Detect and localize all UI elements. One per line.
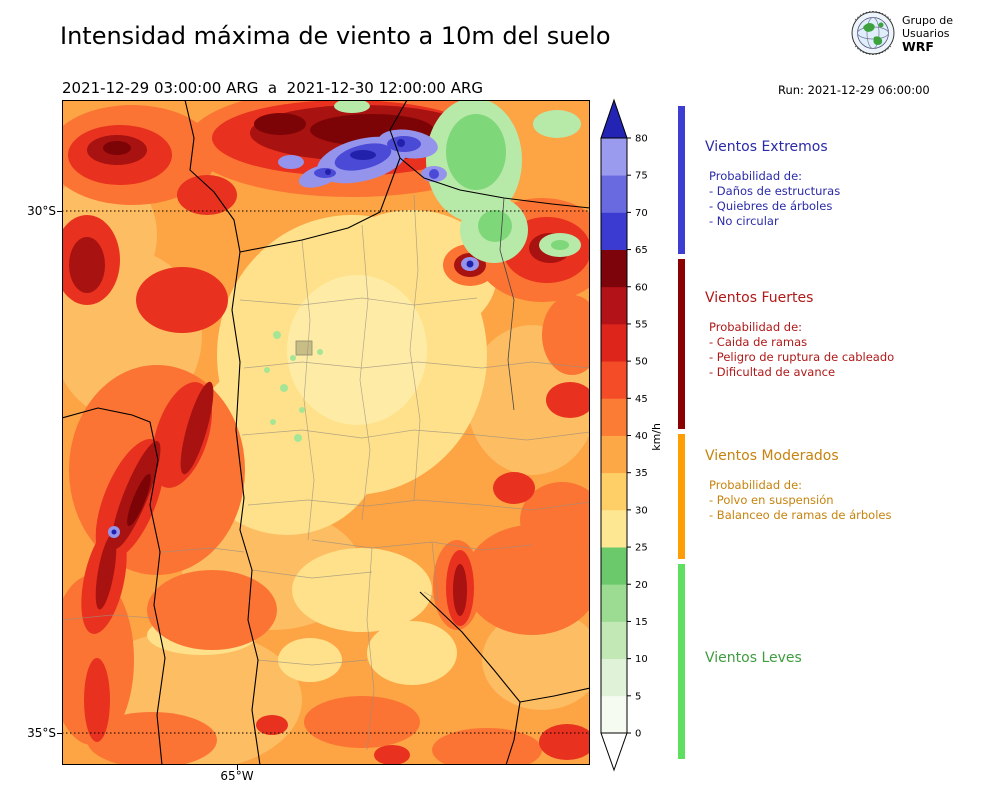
wrf-users-group-logo: Grupo de Usuarios WRF (850, 10, 953, 56)
model-run-label: Run: 2021-12-29 06:00:00 (778, 83, 930, 97)
svg-text:10: 10 (635, 654, 648, 665)
wind-intensity-map (47, 87, 610, 772)
province-border-faint (499, 197, 515, 411)
svg-text:50: 50 (635, 357, 648, 368)
svg-text:70: 70 (635, 208, 648, 219)
legend-bar-leves (678, 564, 685, 759)
colorbar-arrow-bottom (600, 732, 628, 772)
wind-field-green (446, 114, 569, 250)
logo-text-line1: Grupo de (902, 13, 953, 27)
lon-label-65w: 65°W (220, 769, 254, 783)
svg-text:35: 35 (635, 468, 648, 479)
svg-text:20: 20 (635, 580, 648, 591)
svg-text:15: 15 (635, 617, 648, 628)
colorbar-arrow-top (600, 98, 628, 139)
map-frame (47, 87, 610, 772)
legend-item: - Balanceo de ramas de árboles (709, 508, 892, 522)
axis-tick-35s (57, 733, 62, 734)
legend-item: - Peligro de ruptura de cableado (709, 350, 895, 364)
province-borders (61, 99, 591, 766)
legend-item: - No circular (709, 214, 779, 228)
urban-area-marker (295, 340, 313, 356)
svg-text:80: 80 (635, 134, 648, 145)
legend-title-fuertes: Vientos Fuertes (705, 290, 814, 306)
legend-bar-extremos (678, 106, 685, 254)
legend-item: - Quiebres de árboles (709, 199, 833, 213)
legend-title-extremos: Vientos Extremos (705, 139, 828, 155)
wind-field-extreme-core (111, 139, 474, 535)
legend-item: - Dificultad de avance (709, 365, 836, 379)
legend-title-moderados: Vientos Moderados (705, 448, 839, 464)
legend-probability-label: Probabilidad de: (709, 478, 803, 492)
legend-item: - Caida de ramas (709, 335, 808, 349)
department-borders (61, 194, 591, 751)
svg-text:75: 75 (635, 171, 648, 182)
svg-text:55: 55 (635, 319, 648, 330)
svg-text:30: 30 (635, 505, 648, 516)
legend-probability-label: Probabilidad de: (709, 169, 803, 183)
legend-bar-fuertes (678, 259, 685, 429)
colorbar-segments (601, 138, 627, 734)
svg-text:5: 5 (635, 691, 641, 702)
legend-section-leves: Vientos Leves (705, 650, 985, 680)
globe-icon (851, 11, 895, 55)
map-border (62, 100, 590, 765)
lat-label-35s: 35°S (27, 726, 56, 740)
axis-tick-65w (237, 765, 238, 770)
colorbar: 0 5 10 15 20 25 30 35 40 45 50 55 60 65 70 75 80 (600, 98, 648, 772)
axis-tick-30s (57, 211, 62, 212)
legend-bar-moderados (678, 434, 685, 559)
legend-title-leves: Vientos Leves (705, 650, 802, 666)
legend-item: - Polvo en suspensión (709, 493, 834, 507)
lat-label-30s: 30°S (27, 204, 56, 218)
legend-section-moderados: Vientos Moderados Probabilidad de: - Pol… (705, 448, 985, 523)
legend-section-fuertes: Vientos Fuertes Probabilidad de: - Caida… (705, 290, 985, 380)
page-title: Intensidad máxima de viento a 10m del su… (60, 22, 611, 50)
colorbar-ticks: 0 5 10 15 20 25 30 35 40 45 50 55 60 65 70 75 80 (627, 134, 648, 740)
legend-probability-label: Probabilidad de: (709, 320, 803, 334)
svg-text:65: 65 (635, 245, 648, 256)
legend-item: - Daños de estructuras (709, 184, 841, 198)
svg-text:60: 60 (635, 282, 648, 293)
colorbar-unit-label: km/h (650, 423, 663, 451)
valid-time-range: 2021-12-29 03:00:00 ARG a 2021-12-30 12:… (62, 79, 484, 97)
logo-text-wrf: WRF (902, 38, 934, 54)
svg-text:40: 40 (635, 431, 648, 442)
latitude-gridlines (62, 210, 590, 734)
svg-text:45: 45 (635, 394, 648, 405)
svg-text:25: 25 (635, 543, 648, 554)
logo-text-line2: Usuarios (902, 26, 950, 40)
wind-field-green-specks (264, 331, 323, 442)
legend-section-extremos: Vientos Extremos Probabilidad de: - Daño… (705, 139, 985, 229)
svg-text:0: 0 (635, 729, 641, 740)
